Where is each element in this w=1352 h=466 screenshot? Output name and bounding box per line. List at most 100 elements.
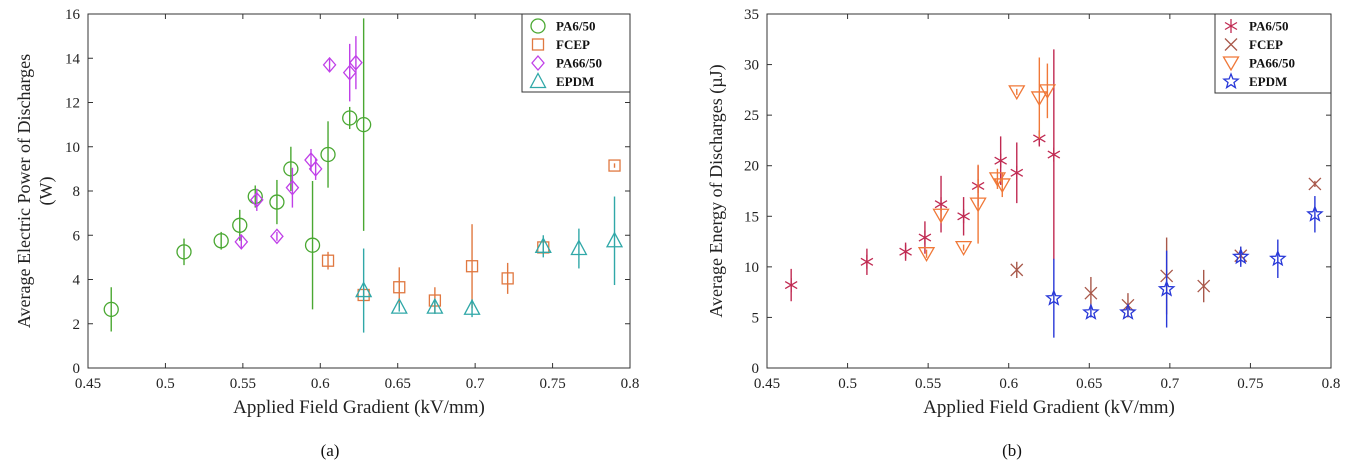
data-point — [1010, 165, 1024, 180]
data-point — [605, 231, 624, 248]
panel-b-chart: 0.45 0.5 0.55 0.6 0.65 0.7 0.75 0.8 0 5 10 15 20 25 30… — [706, 7, 1340, 460]
data-point — [918, 230, 932, 245]
panel-label: (b) — [1002, 441, 1022, 460]
data-point — [342, 110, 358, 126]
data-point — [304, 237, 321, 253]
data-point — [270, 228, 284, 245]
legend-entry: FCEP — [1249, 37, 1283, 52]
data-point — [932, 208, 950, 224]
y-axis-label: (W) — [36, 177, 57, 206]
y-tick-label: 8 — [73, 184, 81, 200]
data-point — [608, 159, 621, 172]
series-pa6-50 — [103, 18, 372, 332]
legend-marker — [531, 55, 545, 71]
y-tick-label: 2 — [73, 317, 81, 333]
x-tick-label: 0.5 — [156, 376, 175, 392]
data-point — [285, 179, 300, 196]
data-point — [1084, 286, 1098, 300]
data-point — [393, 281, 406, 294]
legend-marker — [1222, 72, 1240, 90]
data-point — [954, 240, 973, 256]
panel-label: (a) — [321, 441, 340, 460]
data-point — [534, 236, 552, 253]
legend-entry: PA6/50 — [556, 19, 595, 34]
data-point — [784, 278, 798, 293]
y-tick-label: 15 — [744, 209, 759, 225]
x-tick-label: 0.65 — [1076, 376, 1102, 392]
data-point — [994, 153, 1007, 168]
data-point — [176, 244, 192, 260]
data-point — [283, 161, 299, 177]
x-tick-label: 0.8 — [621, 376, 640, 392]
data-point — [1008, 85, 1026, 101]
legend-marker — [531, 38, 545, 51]
y-tick-label: 4 — [73, 273, 81, 289]
y-tick-label: 12 — [65, 96, 80, 112]
data-point — [1047, 147, 1061, 162]
y-tick-label: 25 — [744, 108, 759, 124]
x-tick-label: 0.8 — [1322, 376, 1341, 392]
data-point — [1306, 205, 1324, 222]
legend-marker — [530, 18, 546, 34]
x-tick-label: 0.55 — [915, 376, 941, 392]
data-point — [1268, 249, 1287, 267]
y-tick-label: 16 — [65, 7, 81, 23]
y-tick-label: 10 — [744, 260, 759, 276]
legend-marker — [1224, 19, 1238, 33]
y-tick-label: 0 — [73, 361, 81, 377]
y-tick-label: 10 — [65, 140, 80, 156]
legend-entry: FCEP — [556, 37, 590, 52]
data-point — [249, 191, 264, 208]
x-tick-label: 0.65 — [385, 376, 411, 392]
x-tick-label: 0.75 — [1237, 376, 1263, 392]
data-point — [349, 54, 363, 71]
legend-marker — [1222, 56, 1240, 72]
y-tick-label: 0 — [752, 361, 760, 377]
legend-entry: PA66/50 — [1249, 56, 1295, 71]
y-axis-label: Average Electric Power of Discharges — [14, 54, 34, 328]
legend-marker — [529, 72, 547, 89]
x-tick-label: 0.6 — [999, 376, 1018, 392]
x-tick-label: 0.45 — [75, 376, 101, 392]
data-point — [234, 233, 249, 250]
legend: PA6/50 FCEP PA66/50 EPDM — [1214, 13, 1332, 94]
x-tick-label: 0.75 — [539, 376, 565, 392]
x-tick-label: 0.45 — [754, 376, 780, 392]
y-tick-label: 14 — [65, 51, 81, 67]
data-point — [969, 197, 987, 213]
x-axis-label: Applied Field Gradient (kV/mm) — [923, 397, 1175, 418]
legend-entry: EPDM — [1249, 74, 1287, 89]
data-point — [355, 116, 372, 133]
data-point — [1030, 91, 1048, 107]
legend-entry: PA6/50 — [1249, 19, 1288, 34]
series-pa66-50 — [917, 57, 1057, 263]
y-tick-label: 30 — [744, 58, 759, 74]
data-point — [1231, 247, 1250, 265]
x-tick-label: 0.5 — [838, 376, 857, 392]
data-point — [390, 297, 408, 314]
data-point — [463, 298, 481, 315]
data-point — [1119, 303, 1137, 320]
data-point — [213, 233, 229, 249]
data-point — [1157, 279, 1176, 297]
legend-entry: PA66/50 — [556, 56, 602, 71]
legend-box — [1214, 13, 1332, 94]
data-point — [570, 239, 588, 256]
data-point — [465, 260, 479, 273]
data-point — [103, 301, 119, 318]
x-tick-label: 0.55 — [230, 376, 256, 392]
panel-a-chart: 0.45 0.5 0.55 0.6 0.65 0.7 0.75 0.8 0 2 4 6 8 10 12 14 1… — [14, 7, 639, 460]
data-point — [993, 178, 1011, 194]
y-tick-label: 20 — [744, 159, 759, 175]
data-point — [355, 281, 373, 298]
data-point — [426, 297, 444, 314]
legend-marker — [1224, 38, 1238, 51]
data-point — [1082, 303, 1100, 320]
data-point — [321, 254, 335, 267]
data-point — [308, 160, 323, 177]
data-point — [269, 194, 285, 210]
data-point — [501, 272, 514, 285]
data-point — [320, 146, 336, 163]
data-point — [342, 64, 357, 81]
